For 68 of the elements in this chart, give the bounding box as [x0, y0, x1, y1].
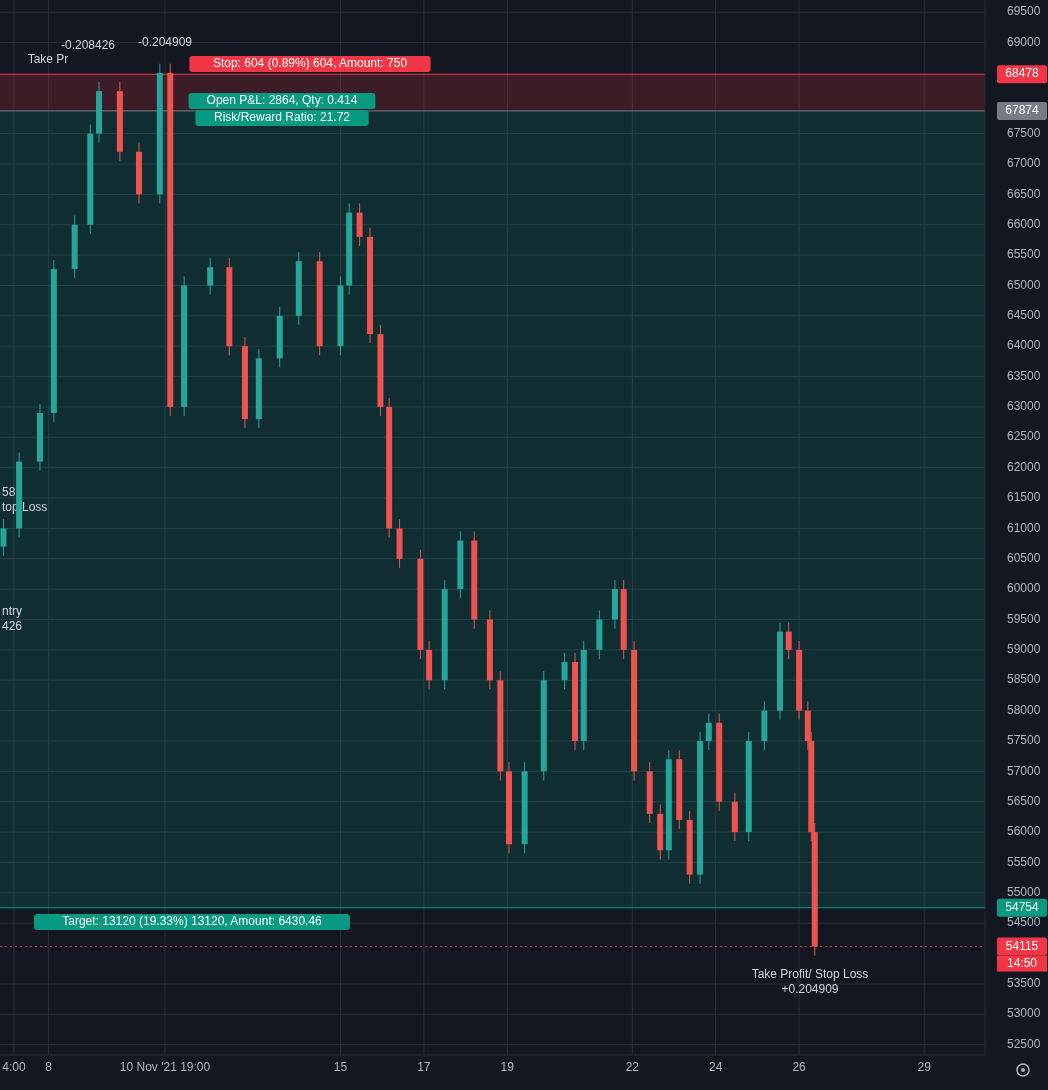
y-tick-label: 56000	[1007, 824, 1041, 839]
candlestick	[785, 622, 792, 660]
x-tick-label: 29	[917, 1060, 932, 1074]
y-tick-label: 55000	[1007, 885, 1041, 899]
x-tick-label: 8	[45, 1060, 53, 1074]
ref-line-label: 68478	[1005, 66, 1040, 81]
y-tick-label: 64500	[1007, 308, 1041, 322]
y-tick-label: 59500	[1007, 611, 1041, 626]
annotation: 58	[2, 485, 16, 500]
x-tick-label: 15	[333, 1060, 348, 1074]
x-tick-label: 4:00	[2, 1060, 26, 1074]
annotation: Take Profit/ Stop Loss	[751, 967, 869, 982]
annotation: Take Pr	[27, 52, 69, 67]
y-tick-label: 56500	[1007, 793, 1041, 808]
annotation: -0.208426	[60, 38, 116, 53]
y-tick-label: 63000	[1007, 399, 1041, 414]
annotation: Risk/Reward Ratio: 21.72	[213, 110, 351, 125]
y-tick-label: 69500	[1007, 4, 1041, 19]
x-tick-label: 24	[709, 1060, 723, 1074]
y-tick-label: 53500	[1007, 976, 1041, 991]
y-tick-label: 64000	[1007, 338, 1041, 353]
ref-line-label: 54754	[1005, 899, 1040, 914]
y-tick-label: 67500	[1007, 125, 1041, 140]
y-tick-label: 59000	[1007, 642, 1041, 657]
text-tag: Risk/Reward Ratio: 21.72	[195, 110, 369, 126]
candlestick	[705, 713, 712, 751]
y-tick-label: 52500	[1007, 1036, 1041, 1051]
x-tick-label: 26	[792, 1060, 807, 1074]
y-tick-label: 60500	[1007, 550, 1041, 565]
y-tick-label: 57500	[1007, 733, 1041, 748]
y-tick-label: 63500	[1007, 368, 1041, 383]
y-tick-label: 62000	[1007, 459, 1041, 474]
y-tick-label: 62500	[1007, 429, 1041, 444]
y-tick-label: 67000	[1007, 156, 1041, 171]
text-tag: Target: 13120 (19.33%) 13120, Amount: 6430.46	[34, 914, 350, 930]
annotation: Target: 13120 (19.33%) 13120, Amount: 6430.46	[62, 914, 323, 929]
y-tick-label: 66000	[1007, 216, 1041, 231]
annotation: +0.204909	[781, 982, 839, 997]
y-tick-label: 61000	[1007, 520, 1041, 535]
y-tick-label: 65000	[1007, 277, 1041, 292]
x-tick-label: 19	[500, 1060, 515, 1074]
x-tick-label: 10 Nov '21 19:00	[119, 1060, 211, 1074]
ref-line-label: 54115	[1005, 938, 1039, 953]
annotation: ntry	[2, 604, 23, 619]
ref-line-label: 67874	[1005, 103, 1040, 118]
y-tick-label: 55500	[1007, 854, 1041, 869]
annotation: 426	[2, 619, 23, 634]
y-tick-label: 58500	[1007, 672, 1041, 687]
y-tick-label: 57000	[1007, 763, 1041, 778]
y-tick-label: 69000	[1007, 34, 1041, 49]
y-tick-label: 66500	[1007, 186, 1041, 201]
text-tag: Open P&L: 2864, Qty: 0.414	[188, 93, 376, 109]
annotation: -0.204909	[137, 35, 193, 50]
y-tick-label: 65500	[1007, 247, 1041, 262]
text-tag: Stop: 604 (0.89%) 604, Amount: 750	[189, 56, 431, 72]
annotation: Stop: 604 (0.89%) 604, Amount: 750	[212, 56, 408, 71]
y-tick-label: 53000	[1007, 1006, 1041, 1021]
y-tick-label: 54500	[1007, 915, 1041, 930]
y-tick-label: 58000	[1007, 702, 1041, 717]
annotation: Open P&L: 2864, Qty: 0.414	[206, 93, 358, 108]
candlestick	[207, 257, 214, 296]
candlestick	[0, 518, 7, 557]
y-tick-label: 60000	[1007, 581, 1041, 596]
y-tick-label: 61500	[1007, 490, 1041, 505]
x-tick-label: 22	[625, 1060, 640, 1074]
candlestick	[561, 652, 568, 690]
text: 14:50	[1006, 955, 1038, 970]
x-tick-label: 17	[417, 1060, 431, 1074]
